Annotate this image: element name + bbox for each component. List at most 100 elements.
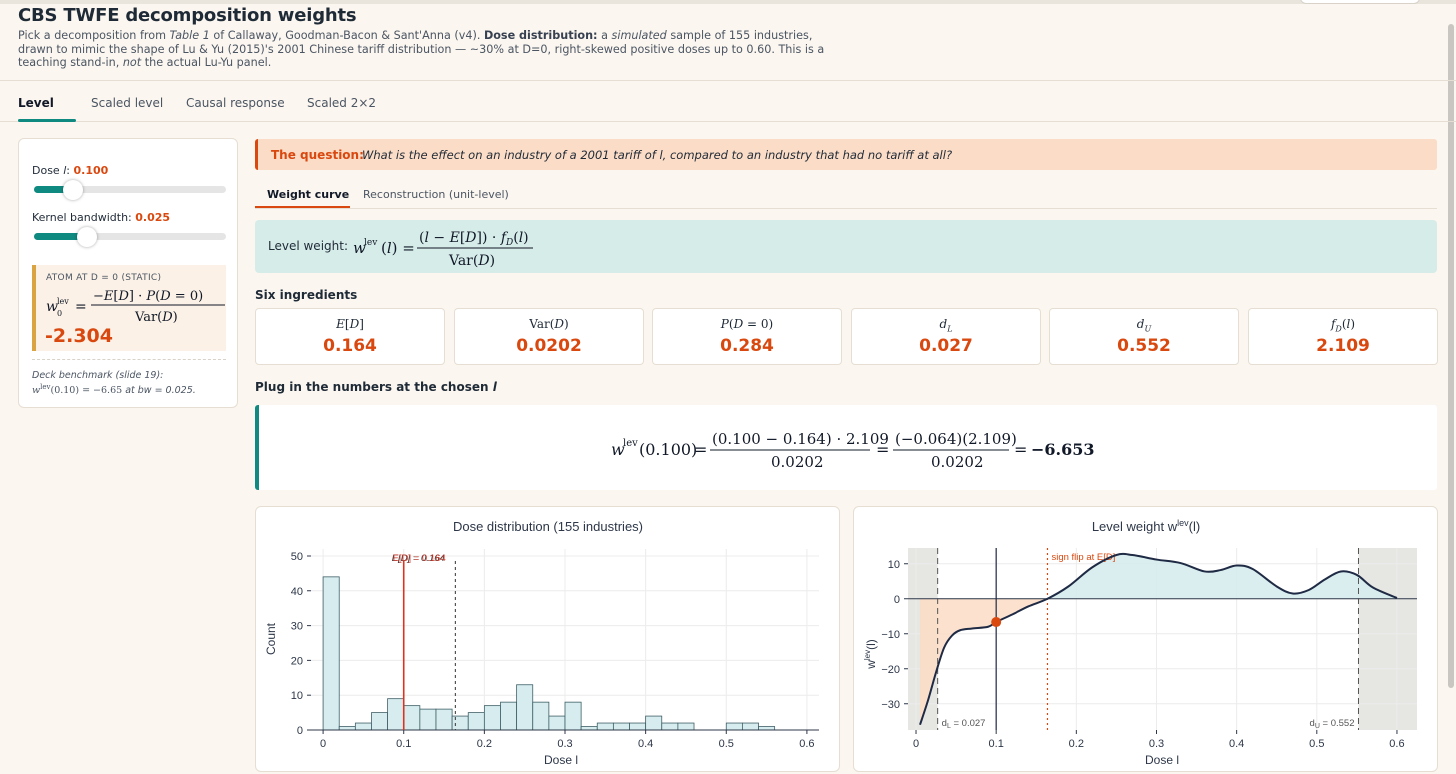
page-scrollbar[interactable] xyxy=(1448,24,1454,688)
ingredients-heading: Six ingredients xyxy=(255,288,358,302)
deck-benchmark-note: Deck benchmark (slide 19): wlev(0.10) = … xyxy=(32,370,226,396)
weight-y-tick-label: −20 xyxy=(881,664,900,676)
ingredient-name: Var(D) xyxy=(529,317,569,331)
svg-text:=: = xyxy=(876,440,889,459)
histogram-bar xyxy=(500,701,518,731)
level-weight-chart: Level weight wlev(l) sign flip at E[D]dL… xyxy=(863,518,1417,767)
svg-text:Var(D): Var(D) xyxy=(448,253,495,269)
active-tab-indicator xyxy=(18,119,76,122)
intro-part-4: sample of 155 industries, drawn to mimic… xyxy=(18,29,825,69)
intro-dose-label: Dose distribution: xyxy=(483,29,598,42)
chosen-dose-point xyxy=(991,617,1002,628)
histogram-bar xyxy=(483,705,501,731)
histogram-y-label: Count xyxy=(264,622,278,655)
ingredient-card-d-lower: dL 0.027 xyxy=(851,308,1041,365)
histogram-bar xyxy=(403,705,421,731)
dose-control-label: Dose l: 0.100 xyxy=(32,164,108,177)
plug-heading-text: Plug in the numbers at the chosen xyxy=(255,380,493,394)
histogram-y-tick-label: 0 xyxy=(297,725,303,737)
intro-part-2: of Callaway, Goodman-Bacon & Sant'Anna (… xyxy=(209,29,484,42)
bandwidth-slider-handle[interactable] xyxy=(77,227,97,247)
ingredient-value: 0.0202 xyxy=(516,336,582,356)
tab-scaled-level[interactable]: Scaled level xyxy=(91,96,164,110)
weight-x-label: Dose l xyxy=(1145,753,1179,767)
ingredient-name: P(D = 0) xyxy=(720,317,774,331)
dose-label-symbol: l xyxy=(63,164,67,177)
atom-title: ATOM AT D = 0 (STATIC) xyxy=(46,273,162,283)
tab-causal-response[interactable]: Causal response xyxy=(186,96,285,110)
top-right-button[interactable] xyxy=(1300,0,1420,4)
bandwidth-slider[interactable] xyxy=(34,227,226,247)
d-upper-label: dU = 0.552 xyxy=(1310,718,1355,730)
tab-scaled-2x2[interactable]: Scaled 2×2 xyxy=(307,96,377,110)
weight-title-main: Level weight w xyxy=(1092,519,1178,534)
atom-formula: w lev 0 = −E[D] · P(D = 0) Var(D) xyxy=(46,289,225,325)
page-title: CBS TWFE decomposition weights xyxy=(18,5,357,26)
histogram-bar xyxy=(758,726,776,731)
dose-slider-fill xyxy=(34,186,73,193)
histogram-bar xyxy=(338,726,356,731)
atom-card: ATOM AT D = 0 (STATIC) w lev 0 = −E[D] ·… xyxy=(32,265,226,351)
weight-title-suffix: (l) xyxy=(1189,519,1201,534)
svg-text:=: = xyxy=(1014,440,1027,459)
histogram-bar xyxy=(467,712,485,731)
weight-y-tick-label: 0 xyxy=(894,594,900,606)
plug-heading-symbol: l xyxy=(492,380,497,394)
histogram-x-label: Dose l xyxy=(544,753,578,767)
subtab-weight-curve[interactable]: Weight curve xyxy=(267,188,350,201)
histogram-bar xyxy=(645,715,663,731)
level-weight-formula-box: Level weight: w lev (l) = (l − E[D]) · f… xyxy=(255,220,1437,273)
weight-x-tick-label: 0.1 xyxy=(989,738,1004,750)
active-subtab-indicator xyxy=(255,206,350,208)
histogram-bar xyxy=(419,708,437,731)
intro-text: Pick a decomposition from Table 1 of Cal… xyxy=(18,29,833,70)
histogram-x-tick-label: 0.5 xyxy=(719,738,734,750)
histogram-bar xyxy=(322,576,340,731)
histogram-bar xyxy=(451,715,469,731)
svg-text:lev: lev xyxy=(57,297,69,306)
plug-numerator-2: (−0.064)(2.109) xyxy=(895,430,1017,448)
weight-y-tick-label: −30 xyxy=(881,699,900,711)
histogram-x-tick-label: 0.3 xyxy=(557,738,572,750)
intro-not: not xyxy=(122,56,142,69)
sign-flip-label: sign flip at E[D] xyxy=(1051,552,1115,563)
dose-slider[interactable] xyxy=(34,180,226,200)
bandwidth-control-label: Kernel bandwidth: 0.025 xyxy=(32,211,170,224)
question-label: The question: xyxy=(271,148,364,162)
negative-weight-area xyxy=(920,598,1048,725)
tab-level[interactable]: Level xyxy=(18,96,54,110)
intro-part-5: the actual Lu-Yu panel. xyxy=(141,56,272,69)
plug-denominator-1: 0.0202 xyxy=(771,453,824,471)
svg-text:w: w xyxy=(353,239,366,257)
question-text: What is the effect on an industry of a 2… xyxy=(362,148,953,162)
view-subtabs: Weight curve Reconstruction (unit-level) xyxy=(255,181,1437,209)
plug-denominator-2: 0.0202 xyxy=(931,453,984,471)
weight-y-tick-label: 10 xyxy=(888,559,900,571)
d-upper-label-sub: U xyxy=(1315,723,1320,730)
positive-weight-area xyxy=(1047,553,1397,599)
ingredient-name: dU xyxy=(1136,317,1152,334)
bench-line-1: Deck benchmark (slide 19): xyxy=(32,370,164,381)
intro-simulated: simulated xyxy=(611,29,667,42)
decomposition-tabs: Level Scaled level Causal response Scale… xyxy=(0,80,1456,122)
histogram-bar xyxy=(516,684,534,731)
plug-result: −6.653 xyxy=(1031,440,1095,459)
weight-x-tick-label: 0.4 xyxy=(1229,738,1244,750)
d-upper-label-main: d xyxy=(1310,718,1315,729)
dose-label-text: Dose xyxy=(32,164,64,177)
svg-text:=: = xyxy=(694,440,707,459)
histogram-title: Dose distribution (155 industries) xyxy=(453,519,643,534)
histogram-x-tick-label: 0 xyxy=(320,738,326,750)
bench-line-2: wlev(0.10) = −6.65 at bw = 0.025. xyxy=(32,382,196,396)
ingredient-name: E[D] xyxy=(336,317,364,331)
histogram-bar xyxy=(387,698,405,731)
dose-slider-handle[interactable] xyxy=(62,180,83,200)
plug-in-formula-box: w lev (0.100) = (0.100 − 0.164) · 2.109 … xyxy=(255,405,1437,490)
weight-x-tick-label: 0 xyxy=(913,738,919,750)
ingredient-card-atom-prob: P(D = 0) 0.284 xyxy=(652,308,842,365)
subtab-reconstruction[interactable]: Reconstruction (unit-level) xyxy=(363,188,509,201)
histogram-bar xyxy=(564,701,582,731)
intro-table-ref: Table 1 xyxy=(169,29,210,42)
ingredient-value: 0.164 xyxy=(323,336,377,356)
weight-y-tick-label: −10 xyxy=(881,629,900,641)
